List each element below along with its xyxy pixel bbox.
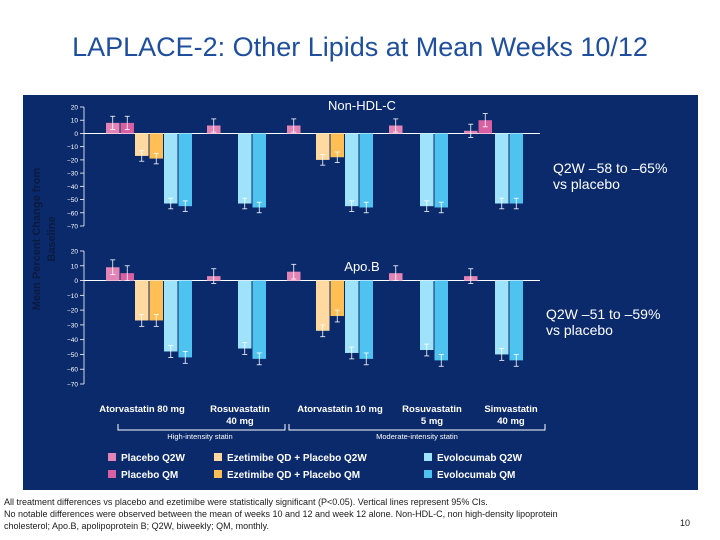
y-tick-label: −70 — [67, 382, 78, 389]
group-label-line2: 5 mg — [421, 416, 443, 427]
annotation-bottom: Q2W –51 to –59% vs placebo — [546, 306, 660, 338]
y-tick-label: −30 — [67, 171, 78, 178]
bar-ezetimibe-qm — [149, 280, 163, 321]
y-tick-label: −60 — [67, 210, 78, 217]
bar-evolocumab-qm — [509, 133, 523, 204]
bar-ezetimibe-qm — [330, 133, 344, 158]
bar-evolocumab-qm — [178, 133, 192, 207]
legend-swatch — [424, 470, 432, 478]
y-tick-label: 0 — [74, 278, 78, 285]
legend-label: Placebo QM — [121, 470, 178, 481]
y-tick-label: −30 — [67, 322, 78, 329]
group-label: Atorvastatin 10 mg — [297, 404, 383, 415]
bar-ezetimibe-q2w — [316, 280, 330, 331]
legend-label: Evolocumab QM — [437, 470, 515, 481]
y-tick-label: 0 — [74, 131, 78, 138]
footnote-line2: No notable differences were observed bet… — [4, 509, 558, 519]
y-tick-label: −60 — [67, 367, 78, 374]
bar-evolocumab-q2w — [495, 280, 509, 355]
footnote: All treatment differences vs placebo and… — [4, 496, 644, 532]
bar-ezetimibe-q2w — [316, 133, 330, 160]
bracket-moderate-intensity — [288, 424, 546, 431]
bar-evolocumab-qm — [252, 280, 266, 359]
group-label: Rosuvastatin — [210, 404, 270, 415]
y-tick-label: 10 — [71, 263, 79, 270]
bar-evolocumab-q2w — [345, 280, 359, 353]
group-label-line2: 40 mg — [497, 416, 525, 427]
y-tick-label: −10 — [67, 293, 78, 300]
y-axis-label-line2: Baseline — [46, 216, 58, 262]
bar-ezetimibe-qm — [330, 280, 344, 317]
legend-label: Ezetimibe QD + Placebo Q2W — [227, 453, 367, 464]
bar-evolocumab-q2w — [495, 133, 509, 204]
y-tick-label: 20 — [71, 105, 79, 112]
bar-evolocumab-qm — [509, 280, 523, 361]
page-title: LAPLACE-2: Other Lipids at Mean Weeks 10… — [72, 32, 648, 62]
annotation-top-line2: vs placebo — [553, 176, 620, 192]
y-tick-label: −50 — [67, 352, 78, 359]
footnote-line1: All treatment differences vs placebo and… — [4, 497, 488, 507]
y-tick-label: 20 — [71, 249, 79, 256]
y-tick-label: −10 — [67, 144, 78, 151]
legend-swatch — [108, 453, 116, 461]
bar-evolocumab-q2w — [238, 280, 252, 349]
annotation-bottom-line2: vs placebo — [546, 322, 613, 338]
bar-ezetimibe-qm — [149, 133, 163, 159]
bar-evolocumab-q2w — [345, 133, 359, 207]
bar-evolocumab-q2w — [420, 280, 434, 351]
group-label: Rosuvastatin — [402, 404, 462, 415]
legend-swatch — [108, 470, 116, 478]
y-tick-label: 10 — [71, 118, 79, 125]
bracket-high-intensity — [117, 424, 286, 431]
bar-evolocumab-q2w — [420, 133, 434, 207]
legend-swatch — [424, 453, 432, 461]
bar-evolocumab-qm — [359, 280, 373, 359]
bar-evolocumab-q2w — [164, 133, 178, 204]
footnote-line3: cholesterol; Apo.B, apolipoprotein B; Q2… — [4, 521, 269, 531]
group-label-line2: 40 mg — [226, 416, 254, 427]
legend-label: Evolocumab Q2W — [437, 453, 523, 464]
legend-label: Placebo Q2W — [121, 453, 185, 464]
annotation-top: Q2W –58 to –65% vs placebo — [553, 160, 667, 192]
bar-evolocumab-qm — [178, 280, 192, 358]
y-tick-label: −20 — [67, 157, 78, 164]
bar-evolocumab-q2w — [238, 133, 252, 204]
group-label: Atorvastatin 80 mg — [99, 404, 185, 415]
bracket-label: High-intensity statin — [167, 432, 232, 441]
panel-title: Non-HDL-C — [328, 98, 396, 113]
bracket-label: Moderate-intensity statin — [376, 432, 458, 441]
y-tick-label: −20 — [67, 308, 78, 315]
y-tick-label: −40 — [67, 184, 78, 191]
y-tick-label: −40 — [67, 337, 78, 344]
y-tick-label: −50 — [67, 197, 78, 204]
bar-evolocumab-qm — [434, 280, 448, 361]
bar-evolocumab-q2w — [164, 280, 178, 352]
annotation-bottom-line1: Q2W –51 to –59% — [546, 306, 661, 322]
legend-swatch — [214, 453, 222, 461]
bar-ezetimibe-q2w — [135, 133, 149, 156]
y-axis-label-line1: Mean Percent Change from — [31, 167, 43, 311]
panel-title: Apo.B — [344, 259, 379, 274]
y-tick-label: −70 — [67, 224, 78, 231]
legend-label: Ezetimibe QD + Placebo QM — [227, 470, 360, 481]
bar-evolocumab-qm — [252, 133, 266, 208]
slide-number: 10 — [680, 518, 691, 528]
bar-evolocumab-qm — [434, 133, 448, 208]
legend-swatch — [214, 470, 222, 478]
bar-evolocumab-qm — [359, 133, 373, 208]
group-label: Simvastatin — [484, 404, 538, 415]
bar-ezetimibe-q2w — [135, 280, 149, 321]
annotation-top-line1: Q2W –58 to –65% — [553, 160, 668, 176]
